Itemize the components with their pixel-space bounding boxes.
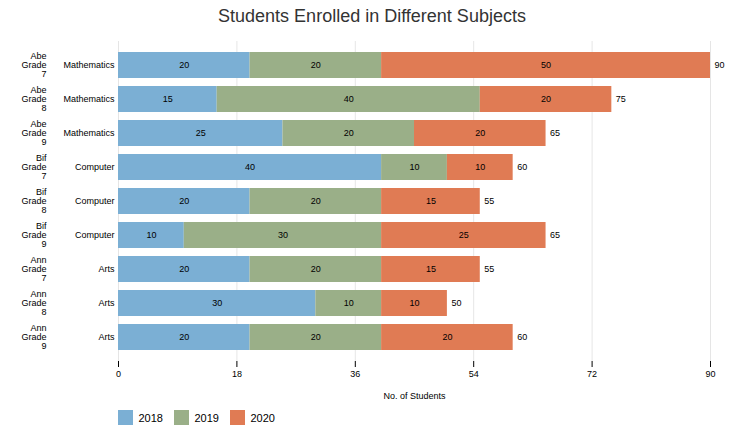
svg-text:65: 65: [550, 230, 560, 240]
svg-text:Computer: Computer: [75, 196, 115, 206]
svg-text:Computer: Computer: [75, 162, 115, 172]
svg-text:10: 10: [409, 162, 419, 172]
svg-text:Computer: Computer: [75, 230, 115, 240]
svg-text:AbeGrade9: AbeGrade9: [21, 119, 46, 147]
svg-text:AnnGrade9: AnnGrade9: [21, 323, 46, 351]
svg-text:Arts: Arts: [98, 298, 115, 308]
svg-text:90: 90: [715, 60, 725, 70]
svg-text:36: 36: [350, 369, 360, 379]
svg-text:30: 30: [278, 230, 288, 240]
svg-text:Arts: Arts: [98, 332, 115, 342]
html-text:2018: 2018: [138, 411, 163, 424]
html-text:Students Enrolled in Different: Students Enrolled in Different Subjects: [218, 6, 526, 26]
svg-text:20: 20: [475, 128, 485, 138]
svg-text:BifGrade9: BifGrade9: [21, 221, 47, 249]
svg-text:40: 40: [344, 94, 354, 104]
svg-text:20: 20: [311, 196, 321, 206]
svg-text:40: 40: [245, 162, 255, 172]
svg-text:10: 10: [146, 230, 156, 240]
svg-text:25: 25: [459, 230, 469, 240]
svg-text:20: 20: [179, 60, 189, 70]
svg-text:18: 18: [232, 369, 242, 379]
svg-text:BifGrade7: BifGrade7: [21, 153, 47, 181]
html-text:2019: 2019: [194, 411, 219, 424]
svg-text:10: 10: [344, 298, 354, 308]
svg-text:50: 50: [451, 298, 461, 308]
svg-text:20: 20: [442, 332, 452, 342]
svg-text:25: 25: [196, 128, 206, 138]
svg-text:10: 10: [409, 298, 419, 308]
svg-text:AbeGrade8: AbeGrade8: [21, 85, 46, 113]
svg-text:20: 20: [344, 128, 354, 138]
svg-text:AbeGrade7: AbeGrade7: [21, 51, 46, 79]
svg-text:20: 20: [311, 60, 321, 70]
svg-text:55: 55: [484, 264, 494, 274]
svg-text:50: 50: [541, 60, 551, 70]
svg-text:20: 20: [179, 264, 189, 274]
svg-text:30: 30: [212, 298, 222, 308]
svg-text:54: 54: [469, 369, 479, 379]
svg-text:20: 20: [179, 196, 189, 206]
svg-text:65: 65: [550, 128, 560, 138]
svg-text:20: 20: [541, 94, 551, 104]
svg-text:AnnGrade8: AnnGrade8: [21, 289, 46, 317]
svg-text:Mathematics: Mathematics: [63, 128, 115, 138]
svg-text:55: 55: [484, 196, 494, 206]
svg-text:No. of Students: No. of Students: [383, 391, 446, 401]
svg-text:60: 60: [517, 332, 527, 342]
svg-text:0: 0: [116, 369, 121, 379]
svg-text:75: 75: [616, 94, 626, 104]
svg-text:BifGrade8: BifGrade8: [21, 187, 47, 215]
svg-text:60: 60: [517, 162, 527, 172]
svg-text:15: 15: [426, 196, 436, 206]
svg-text:15: 15: [163, 94, 173, 104]
svg-text:Mathematics: Mathematics: [63, 60, 115, 70]
html-text:2020: 2020: [250, 411, 275, 424]
svg-text:10: 10: [475, 162, 485, 172]
svg-text:AnnGrade7: AnnGrade7: [21, 255, 46, 283]
svg-text:20: 20: [311, 264, 321, 274]
svg-text:72: 72: [587, 369, 597, 379]
svg-text:Mathematics: Mathematics: [63, 94, 115, 104]
svg-text:20: 20: [179, 332, 189, 342]
svg-text:Arts: Arts: [98, 264, 115, 274]
svg-text:15: 15: [426, 264, 436, 274]
svg-text:90: 90: [705, 369, 715, 379]
svg-text:20: 20: [311, 332, 321, 342]
